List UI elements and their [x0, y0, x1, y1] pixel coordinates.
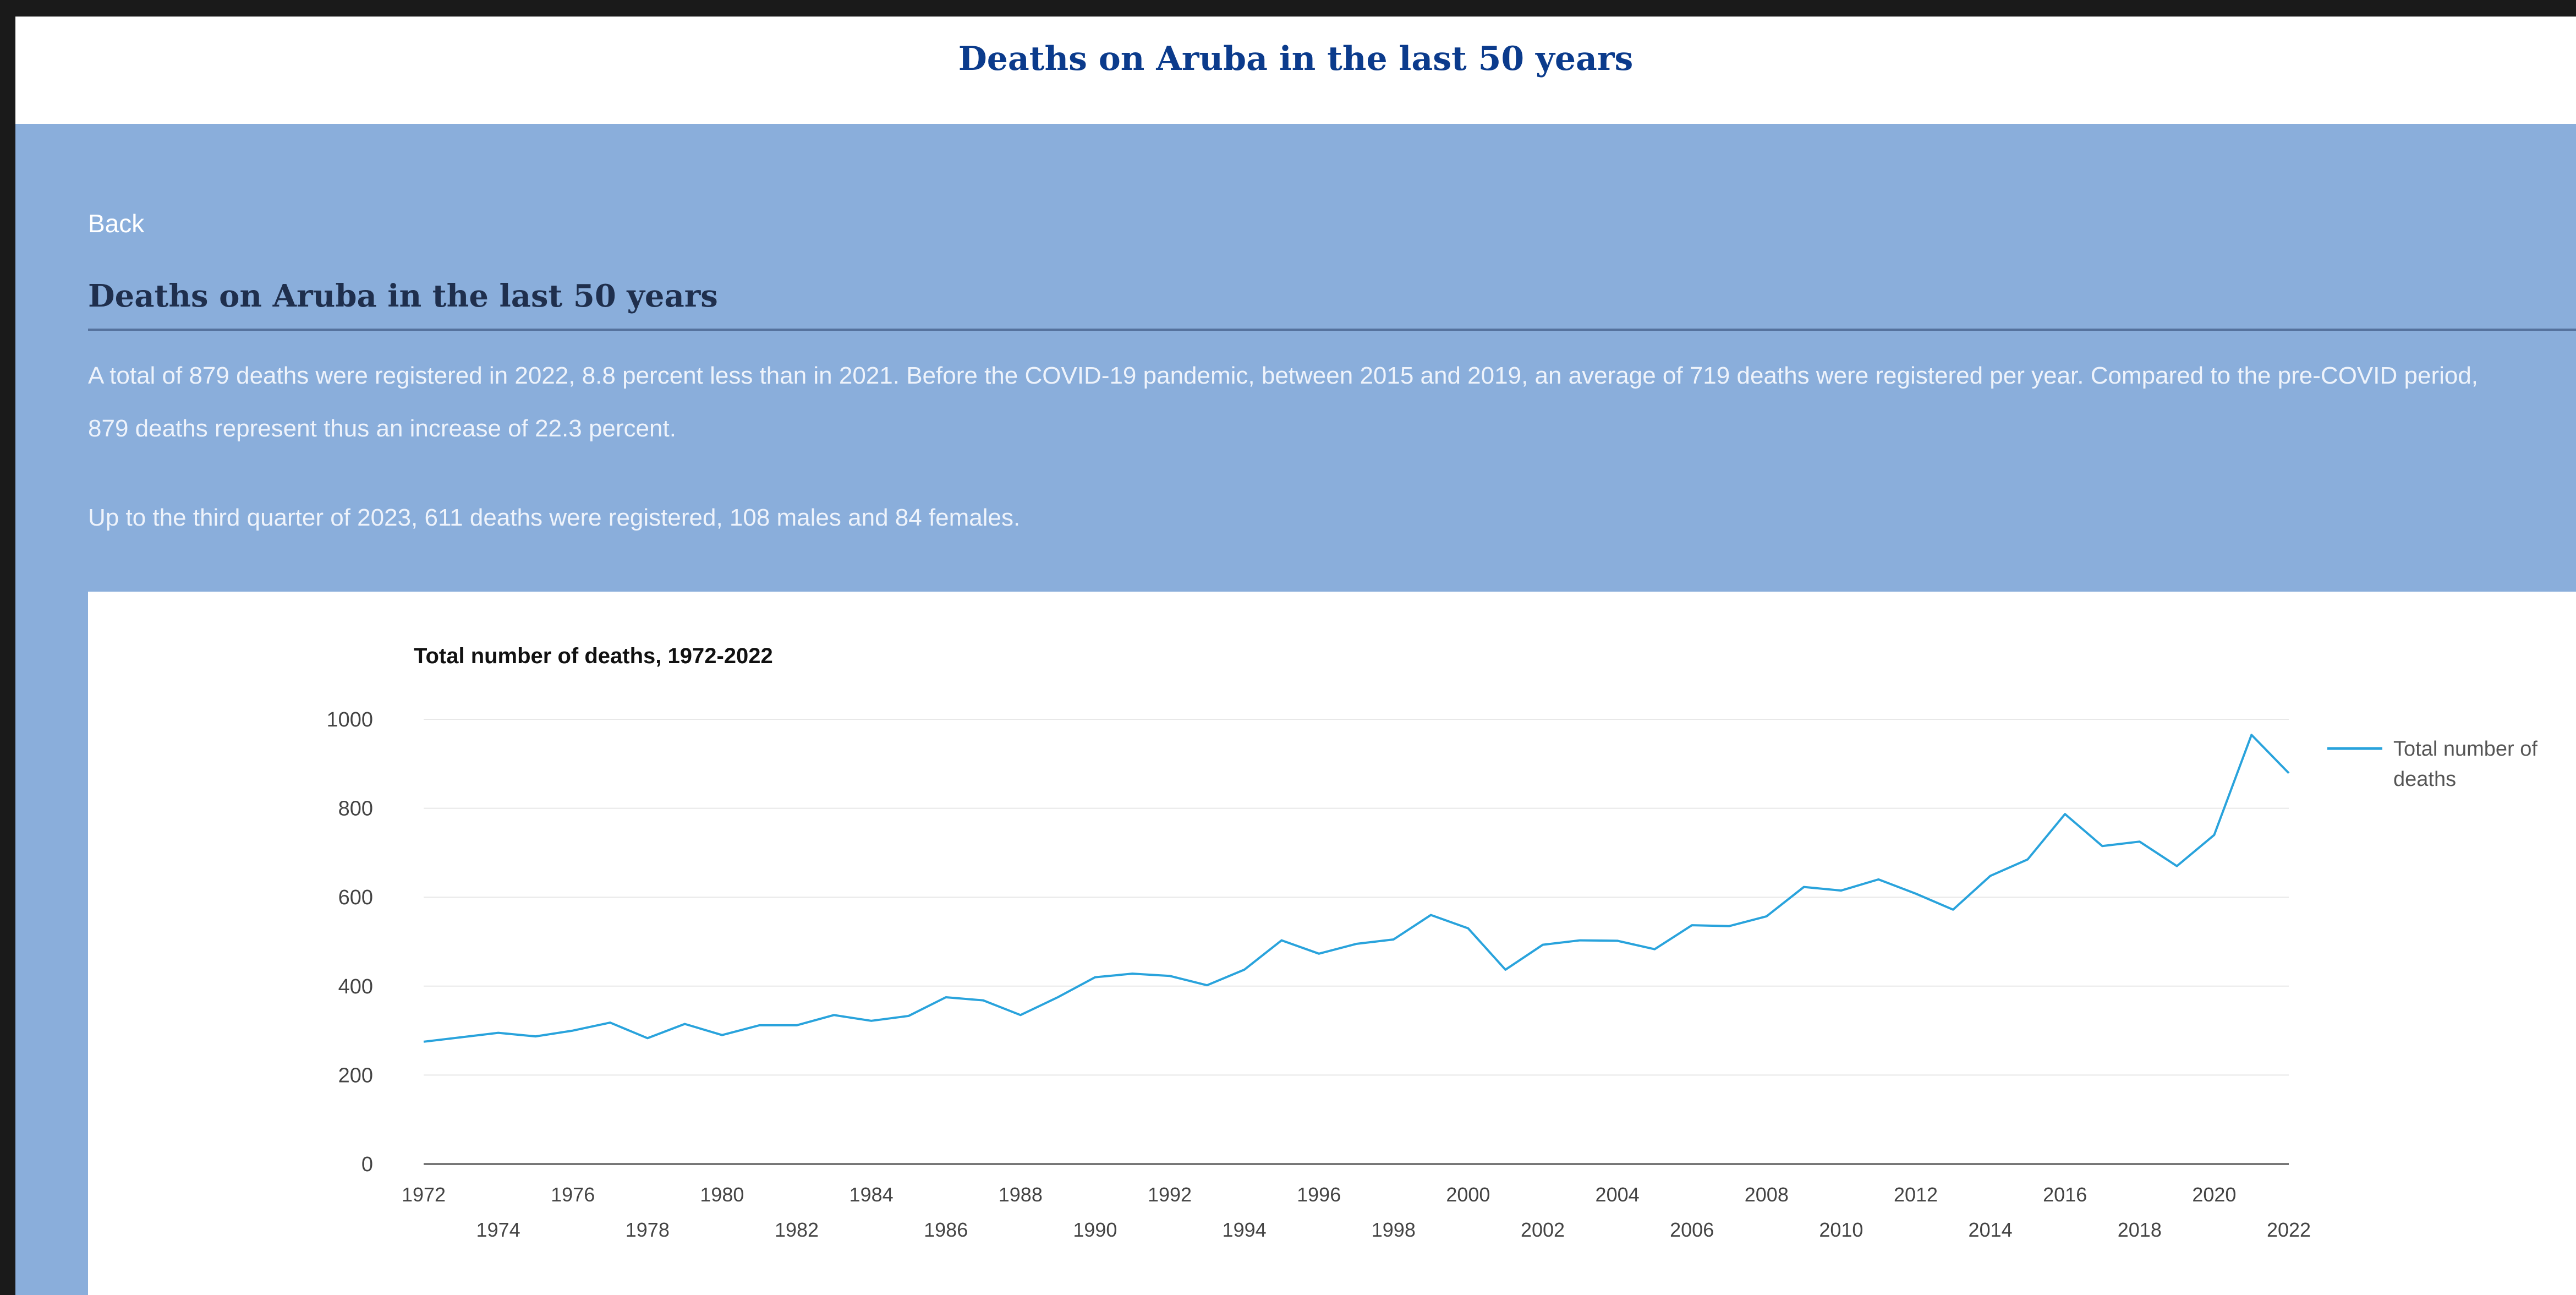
- x-tick-label: 1974: [476, 1218, 520, 1241]
- x-tick-label: 1986: [924, 1218, 968, 1241]
- x-tick-label: 1996: [1297, 1183, 1341, 1206]
- legend-label: Total number of deaths: [2393, 737, 2537, 791]
- y-tick-label: 800: [338, 797, 373, 821]
- x-tick-label: 2002: [1521, 1218, 1565, 1241]
- x-tick-label: 1992: [1148, 1183, 1192, 1206]
- x-tick-label: 2012: [1894, 1183, 1938, 1206]
- x-tick-label: 1980: [700, 1183, 744, 1206]
- summary-paragraph: A total of 879 deaths were registered in…: [88, 362, 2479, 442]
- y-tick-label: 200: [338, 1064, 373, 1087]
- x-tick-label: 1978: [626, 1218, 670, 1241]
- x-tick-label: 2020: [2192, 1183, 2236, 1206]
- x-tick-label: 2016: [2043, 1183, 2087, 1206]
- back-link[interactable]: Back: [88, 209, 145, 238]
- y-tick-label: 1000: [326, 708, 373, 731]
- x-tick-label: 1972: [402, 1183, 446, 1206]
- browser-frame: Deaths on Aruba in the last 50 years Bac…: [15, 17, 2576, 1295]
- x-tick-label: 2022: [2267, 1218, 2311, 1241]
- x-tick-label: 1976: [551, 1183, 595, 1206]
- header-title: Deaths on Aruba in the last 50 years: [958, 40, 1634, 78]
- content-panel: Back Deaths on Aruba in the last 50 year…: [15, 124, 2576, 1295]
- section-title: Deaths on Aruba in the last 50 years: [88, 278, 718, 314]
- y-tick-label: 0: [361, 1153, 373, 1176]
- x-tick-label: 1990: [1073, 1218, 1117, 1241]
- title-divider: [88, 329, 2576, 331]
- chart-card: Total number of deaths, 1972-2022 0 200 40…: [88, 592, 2576, 1295]
- deaths-line-chart: Total number of deaths, 1972-2022 0 200 40…: [326, 644, 2537, 1241]
- x-tick-label: 2008: [1745, 1183, 1789, 1206]
- x-tick-label: 2014: [1969, 1218, 2013, 1241]
- page-header: Deaths on Aruba in the last 50 years: [15, 17, 2576, 124]
- y-tick-label: 600: [338, 886, 373, 909]
- x-tick-label: 1994: [1223, 1218, 1267, 1241]
- y-tick-label: 400: [338, 975, 373, 998]
- x-tick-label: 1982: [775, 1218, 819, 1241]
- x-tick-label: 2006: [1670, 1218, 1714, 1241]
- x-tick-label: 2000: [1446, 1183, 1490, 1206]
- quarterly-paragraph: Up to the third quarter of 2023, 611 dea…: [88, 504, 1021, 531]
- chart-title: Total number of deaths, 1972-2022: [414, 644, 773, 668]
- x-tick-label: 1984: [849, 1183, 894, 1206]
- x-tick-label: 2018: [2118, 1218, 2162, 1241]
- x-tick-label: 2010: [1819, 1218, 1863, 1241]
- x-tick-label: 1988: [999, 1183, 1043, 1206]
- series-line: [423, 734, 2290, 1043]
- x-tick-label: 1998: [1372, 1218, 1416, 1241]
- x-tick-label: 2004: [1596, 1183, 1640, 1206]
